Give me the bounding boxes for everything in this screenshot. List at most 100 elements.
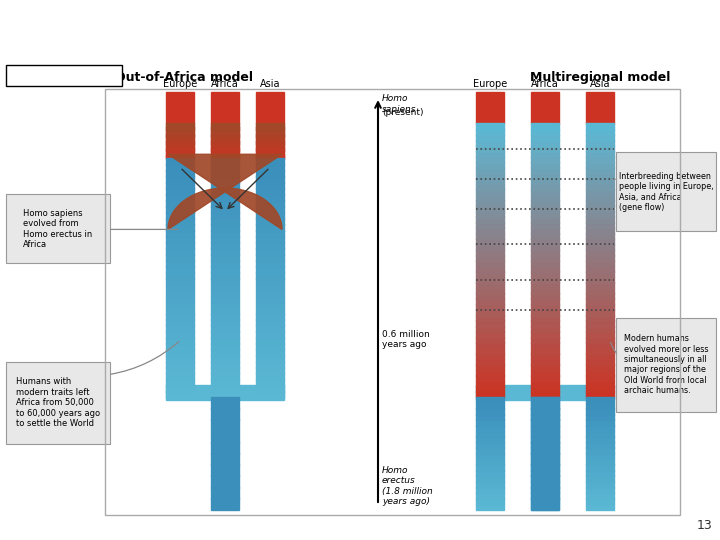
Bar xyxy=(531,342,559,348)
Bar xyxy=(166,133,194,135)
Bar xyxy=(531,156,559,163)
Bar xyxy=(476,408,504,415)
Bar xyxy=(211,338,239,344)
Bar xyxy=(586,481,614,488)
Bar xyxy=(211,133,239,135)
Bar xyxy=(531,92,559,124)
Bar xyxy=(256,367,284,374)
Bar xyxy=(256,248,284,255)
Bar xyxy=(476,481,504,488)
Bar xyxy=(531,408,559,420)
Bar xyxy=(531,211,559,217)
Bar xyxy=(211,301,239,308)
Bar xyxy=(476,145,504,152)
Bar xyxy=(531,453,559,465)
Bar xyxy=(166,139,194,140)
Bar xyxy=(586,124,614,130)
Bar xyxy=(531,249,559,255)
Bar xyxy=(586,453,614,460)
Bar xyxy=(531,276,559,283)
Bar xyxy=(531,189,559,195)
Bar xyxy=(166,236,194,243)
Bar xyxy=(211,138,239,139)
Bar xyxy=(531,206,559,212)
Bar xyxy=(476,326,504,332)
Bar xyxy=(586,244,614,250)
Bar xyxy=(531,320,559,327)
Bar xyxy=(531,299,559,305)
Bar xyxy=(586,145,614,152)
Text: Homo sapiens
evolved from
Homo erectus in
Africa: Homo sapiens evolved from Homo erectus i… xyxy=(23,209,93,249)
Bar xyxy=(166,254,194,261)
Bar xyxy=(211,349,239,356)
Bar xyxy=(476,200,504,206)
Bar xyxy=(476,304,504,310)
Text: Africa: Africa xyxy=(211,79,239,89)
Bar xyxy=(256,284,284,291)
Bar xyxy=(586,397,614,403)
Bar xyxy=(256,151,284,153)
Bar xyxy=(166,138,194,139)
Bar xyxy=(531,184,559,190)
Bar xyxy=(256,212,284,219)
Bar xyxy=(256,361,284,368)
Bar xyxy=(476,161,504,168)
Bar xyxy=(256,200,284,207)
Bar xyxy=(256,289,284,296)
Bar xyxy=(211,140,239,141)
Bar xyxy=(586,194,614,201)
Bar xyxy=(211,373,239,380)
Bar xyxy=(586,430,614,437)
Bar xyxy=(166,320,194,326)
Bar xyxy=(586,326,614,332)
Bar xyxy=(476,189,504,195)
Bar xyxy=(531,397,559,403)
Bar xyxy=(211,156,239,158)
Bar xyxy=(256,155,284,157)
Bar xyxy=(531,337,559,343)
Bar xyxy=(476,386,504,392)
Bar xyxy=(166,212,194,219)
Bar xyxy=(476,498,504,504)
Bar xyxy=(586,470,614,476)
Bar xyxy=(166,361,194,368)
Bar xyxy=(256,224,284,231)
Bar xyxy=(476,425,504,431)
Bar xyxy=(166,314,194,320)
Bar xyxy=(256,177,284,183)
Bar xyxy=(586,276,614,283)
Text: The Evolution of the Human Species - What makes us humans?: The Evolution of the Human Species - Wha… xyxy=(11,31,529,46)
Bar xyxy=(531,200,559,206)
Bar xyxy=(476,381,504,387)
Bar xyxy=(166,349,194,356)
Bar xyxy=(531,381,559,387)
Bar xyxy=(586,320,614,327)
Bar xyxy=(531,375,559,381)
Bar xyxy=(256,332,284,338)
Bar xyxy=(476,178,504,184)
Bar xyxy=(586,408,614,415)
Bar xyxy=(256,147,284,149)
Bar xyxy=(476,309,504,316)
Bar xyxy=(211,151,239,153)
Bar xyxy=(256,349,284,356)
Bar xyxy=(211,320,239,326)
Bar xyxy=(166,338,194,344)
Bar xyxy=(211,128,239,130)
Bar xyxy=(256,194,284,201)
Bar xyxy=(166,391,194,398)
Bar xyxy=(256,206,284,213)
Bar xyxy=(531,397,559,409)
Bar xyxy=(531,448,559,454)
Bar xyxy=(211,379,239,386)
Bar xyxy=(586,414,614,420)
Bar xyxy=(586,167,614,173)
Bar xyxy=(531,194,559,201)
Bar xyxy=(476,397,504,403)
Bar xyxy=(256,128,284,130)
Bar xyxy=(211,385,239,392)
Bar xyxy=(476,369,504,376)
Text: Humans with
modern traits left
Africa from 50,000
to 60,000 years ago
to settle : Humans with modern traits left Africa fr… xyxy=(16,377,100,428)
Bar xyxy=(166,141,194,143)
Bar xyxy=(166,385,194,392)
